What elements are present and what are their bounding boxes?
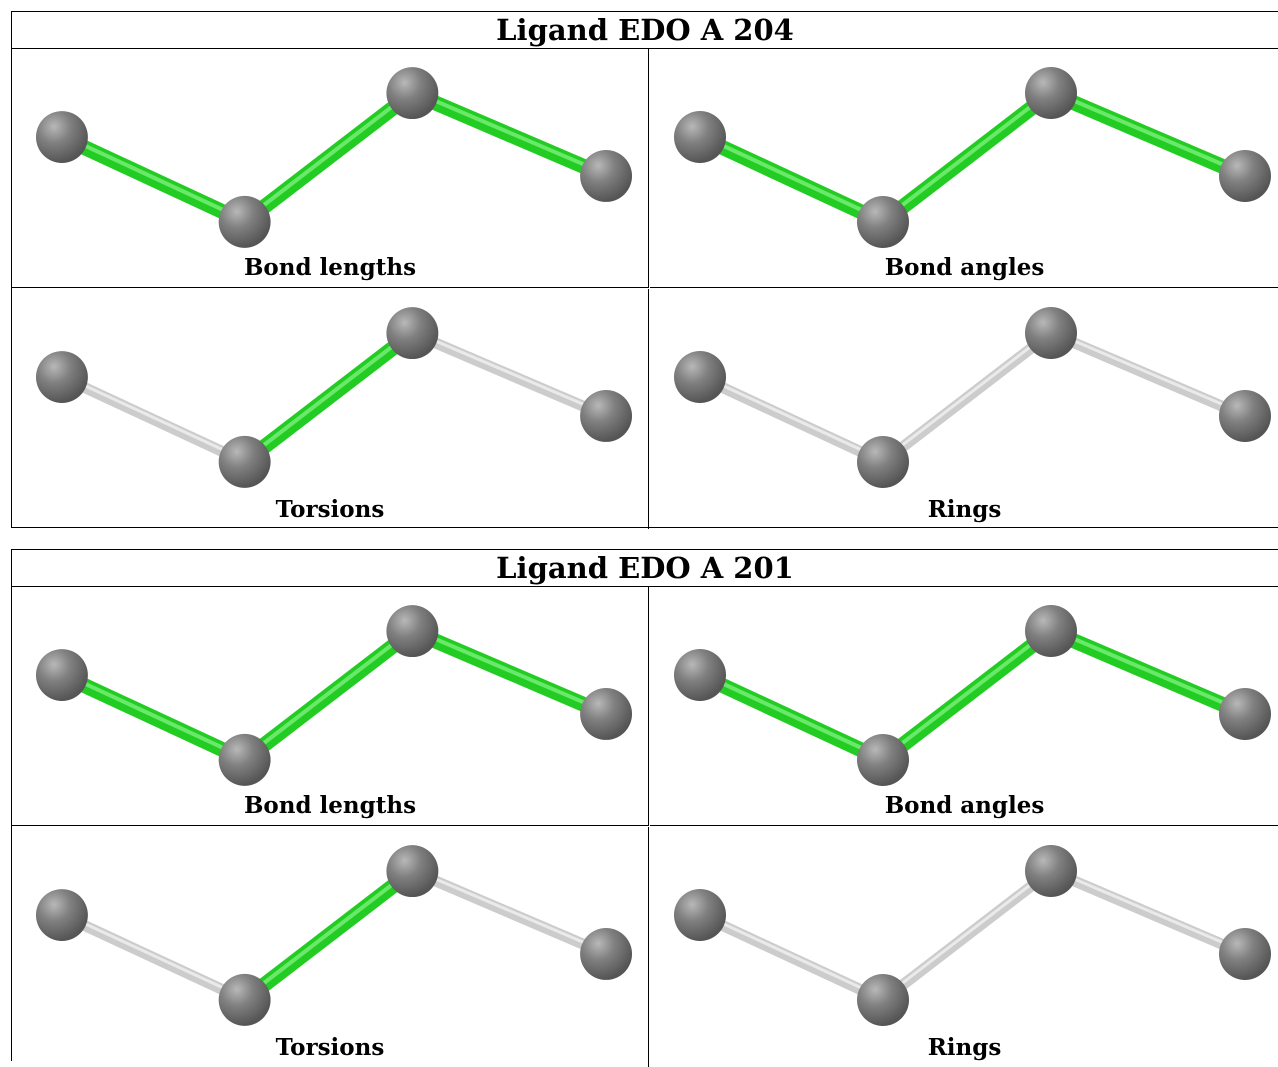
ligand-title: Ligand EDO A 204 [12, 12, 1278, 49]
ligand-table-2: Ligand EDO A 201 Bond lengths Bond angle… [11, 549, 1278, 1067]
bond [56, 371, 251, 468]
atom [857, 196, 909, 248]
panel-label: Bond lengths [243, 254, 417, 281]
bond-highlight-shine [410, 867, 608, 954]
bond-highlight-shine [881, 89, 1053, 222]
atom [1025, 845, 1077, 897]
bond-highlight-shine [881, 627, 1053, 760]
molecule-image [674, 307, 1271, 488]
bond-highlight-shine [242, 867, 415, 1000]
atom [1219, 150, 1271, 202]
bond [694, 371, 889, 468]
bond-highlight-shine [1049, 867, 1247, 954]
atom [1025, 605, 1077, 657]
bond-highlight-shine [410, 89, 609, 176]
bond [56, 909, 251, 1006]
atom [674, 649, 726, 701]
molecule-image [35, 845, 633, 1026]
bond-highlight-shine [1049, 89, 1247, 176]
bond-highlight-shine [698, 373, 885, 462]
atom [386, 67, 439, 120]
panel-label: Bond lengths [243, 792, 417, 819]
atom [218, 733, 271, 786]
bond-highlight-shine [242, 89, 415, 222]
panel-torsions: Torsions [12, 289, 649, 529]
atom [580, 390, 633, 442]
bond-highlight-shine [59, 133, 247, 222]
panel-rings: Rings [650, 827, 1278, 1067]
panel-label: Rings [927, 496, 1002, 523]
atom [674, 111, 726, 163]
bond [406, 865, 612, 960]
atom [857, 436, 909, 488]
panel-bond-angles: Bond angles [650, 49, 1278, 288]
atom [674, 889, 726, 941]
panel-label: Bond angles [884, 254, 1045, 281]
molecule-image [674, 605, 1271, 786]
panel-rings: Rings [650, 289, 1278, 529]
molecule-image [674, 67, 1271, 248]
bond-highlight-shine [410, 329, 608, 416]
atom [1025, 67, 1077, 119]
bond-highlight-shine [60, 373, 247, 462]
atom [1219, 928, 1271, 980]
bond [877, 865, 1057, 1006]
bond-highlight-shine [698, 671, 885, 760]
ligand-title: Ligand EDO A 201 [12, 550, 1278, 587]
atom [580, 928, 633, 980]
atom [674, 351, 726, 403]
atom [35, 649, 88, 701]
molecule-image [35, 307, 633, 488]
panel-bond-lengths: Bond lengths [12, 587, 649, 826]
atom [35, 351, 88, 403]
bond-highlight-shine [60, 911, 247, 1000]
atom [35, 889, 88, 941]
atom [1219, 688, 1271, 740]
bond-highlight-shine [698, 911, 885, 1000]
bond-highlight-shine [242, 627, 415, 760]
bond [877, 327, 1057, 468]
molecule-image [674, 845, 1271, 1026]
molecule-image [35, 67, 633, 248]
atom [857, 734, 909, 786]
bond-highlight-shine [59, 671, 247, 760]
atom [386, 307, 439, 360]
bond [694, 909, 889, 1006]
panel-bond-lengths: Bond lengths [12, 49, 649, 288]
atom [580, 688, 633, 740]
atom [386, 845, 439, 898]
bond [1045, 865, 1251, 960]
atom [386, 605, 439, 658]
bond-highlight-shine [881, 329, 1053, 462]
bond-highlight-shine [881, 867, 1053, 1000]
ligand-table-1: Ligand EDO A 204 Bond lengths Bond angle… [11, 11, 1278, 529]
atom [580, 150, 633, 202]
molecule-image [35, 605, 633, 786]
bond-highlight-shine [1049, 627, 1247, 714]
panel-torsions: Torsions [12, 827, 649, 1067]
panel-label: Torsions [275, 1034, 385, 1061]
bond-highlight-shine [1049, 329, 1247, 416]
atom [857, 974, 909, 1026]
atom [1219, 390, 1271, 442]
bond-highlight-shine [242, 329, 415, 462]
atom [218, 973, 271, 1026]
bond-highlight-shine [698, 133, 885, 222]
atom [1025, 307, 1077, 359]
atom [218, 195, 271, 248]
atom [35, 111, 88, 163]
bond [406, 327, 612, 422]
panel-label: Torsions [275, 496, 385, 523]
bond-highlight-shine [410, 627, 609, 714]
panel-label: Bond angles [884, 792, 1045, 819]
bond [1045, 327, 1251, 422]
atom [218, 435, 271, 488]
panel-bond-angles: Bond angles [650, 587, 1278, 826]
panel-label: Rings [927, 1034, 1002, 1061]
